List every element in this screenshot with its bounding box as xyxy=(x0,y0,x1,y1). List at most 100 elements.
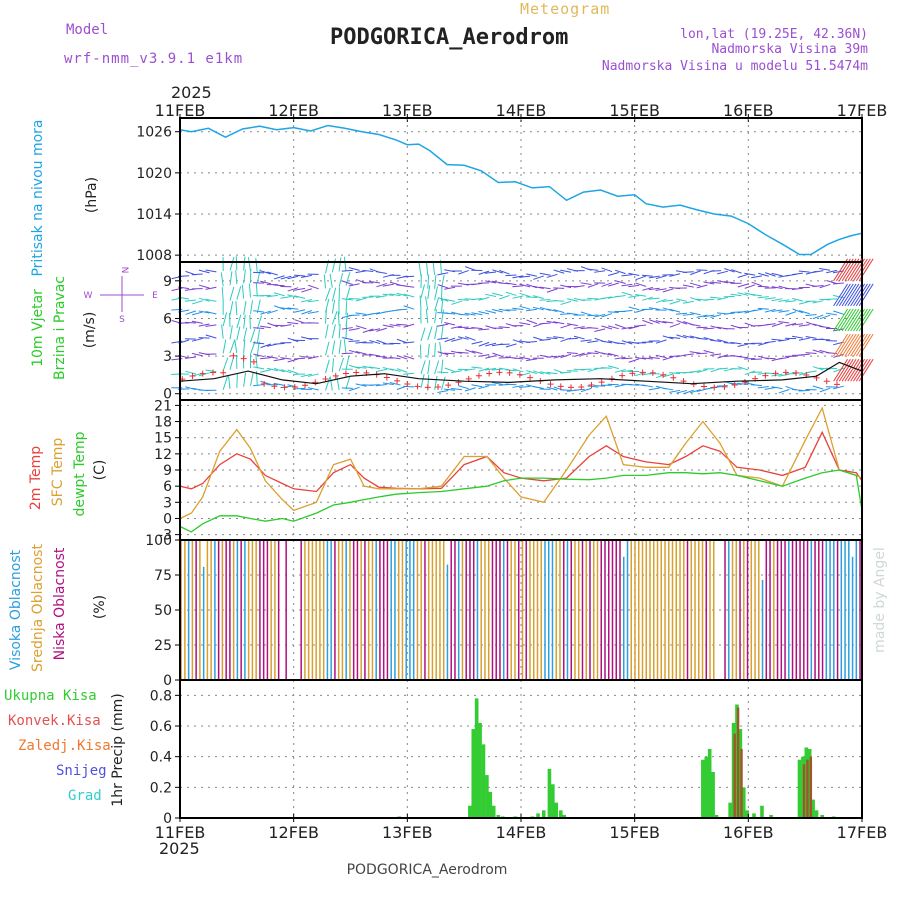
wind-vector xyxy=(608,282,619,287)
wind-vector xyxy=(717,280,728,284)
wind-vector xyxy=(424,296,429,311)
wind-vector xyxy=(420,327,426,342)
ytick-label: 0.4 xyxy=(150,750,172,766)
wind-vector xyxy=(546,273,558,278)
wind-vector xyxy=(419,344,422,359)
wind-vector xyxy=(594,270,606,273)
wind-panel: 0 3 6 9 xyxy=(163,256,874,403)
total-precip-bar xyxy=(562,814,566,818)
legend-frozen-precip: Zaledj.Kisa xyxy=(18,738,111,754)
wind-vector xyxy=(778,389,790,394)
wind-vector xyxy=(573,285,585,288)
conv-precip-bar xyxy=(740,749,743,818)
wind-vector xyxy=(607,325,619,330)
wind-vector xyxy=(389,382,401,386)
wind-vector xyxy=(437,389,449,394)
wind-vector xyxy=(260,270,272,275)
wind-vector xyxy=(519,372,531,377)
wind-vector xyxy=(614,280,626,284)
precip-unit: 1hr Precip (mm) xyxy=(110,693,126,806)
wind-vector xyxy=(420,360,426,375)
wind-vector xyxy=(737,292,749,296)
wind-vector xyxy=(710,339,722,342)
wind-vector xyxy=(348,327,360,331)
wind-vector xyxy=(249,314,251,329)
wind-vector xyxy=(560,353,572,359)
wind-vector xyxy=(229,325,233,340)
wind-vector xyxy=(539,272,551,276)
wind-vector xyxy=(427,326,433,341)
wind-vector xyxy=(737,343,749,347)
wind-vector xyxy=(560,269,572,273)
ytick-label: 25 xyxy=(154,638,172,654)
wind-vector xyxy=(812,349,824,354)
wind-vector xyxy=(519,356,531,360)
wind-vector xyxy=(280,295,292,299)
wind-vector xyxy=(427,285,431,300)
wind-vector xyxy=(669,372,681,374)
wind-vector xyxy=(222,312,228,327)
wind-vector xyxy=(771,309,783,313)
wind-vector xyxy=(427,343,430,358)
wind-vector xyxy=(696,337,708,340)
wind-vector xyxy=(331,358,335,373)
wind-vector xyxy=(491,382,503,386)
total-precip-bar xyxy=(728,802,732,818)
station-title: PODGORICA_Aerodrom xyxy=(330,25,568,50)
wind-vector xyxy=(519,283,531,288)
gust-marker xyxy=(496,369,503,376)
wind-vector xyxy=(300,274,312,279)
wind-vector xyxy=(253,384,265,387)
wind-vector xyxy=(805,370,817,374)
wind-vector xyxy=(355,383,367,387)
wind-vector xyxy=(287,294,299,298)
gust-marker xyxy=(782,369,789,376)
meteogram-label: Meteogram xyxy=(520,0,610,18)
wind-vector xyxy=(457,313,469,316)
wind-vector xyxy=(635,282,647,287)
wind-vector xyxy=(601,313,613,318)
wind-vector xyxy=(553,309,565,314)
wind-vector xyxy=(512,339,524,344)
wind-vector xyxy=(396,355,408,360)
wind-vector xyxy=(553,300,565,302)
wind-vector xyxy=(301,373,312,378)
wind-vector xyxy=(382,324,394,328)
wind-vector xyxy=(227,374,231,389)
wind-vector xyxy=(512,307,524,310)
wind-vector xyxy=(329,273,333,288)
wind-vector xyxy=(236,286,242,300)
wind-vector xyxy=(539,299,551,301)
wind-vector xyxy=(580,387,592,393)
total-precip-bar xyxy=(547,768,552,818)
wind-vector xyxy=(675,312,688,315)
gust-marker xyxy=(261,380,268,387)
ytick-label: 75 xyxy=(154,568,172,584)
wind-vector xyxy=(236,326,241,341)
wind-vector xyxy=(273,382,285,386)
wind-vector xyxy=(744,284,756,289)
wind-vector xyxy=(710,325,722,330)
wind-vector xyxy=(444,298,456,302)
wind-vector xyxy=(669,336,681,339)
wind-vector xyxy=(539,338,551,341)
wind-vector xyxy=(676,298,688,302)
total-precip-bar xyxy=(541,810,546,818)
wind-vector xyxy=(341,327,353,330)
wind-vector xyxy=(526,273,538,277)
gust-marker xyxy=(342,370,349,377)
wind-vector xyxy=(362,328,374,333)
wind-vector xyxy=(690,270,701,276)
wind-vector xyxy=(205,369,217,373)
wind-vector xyxy=(819,267,831,271)
wind-vector xyxy=(710,296,722,299)
wind-vector xyxy=(307,310,319,314)
wind-vector xyxy=(184,321,196,324)
wind-vector xyxy=(403,293,415,298)
wind-vector xyxy=(696,352,708,355)
wind-vector xyxy=(403,355,415,360)
wind-vector xyxy=(427,360,431,375)
wind-vector xyxy=(805,321,817,327)
wind-vector xyxy=(614,295,626,298)
